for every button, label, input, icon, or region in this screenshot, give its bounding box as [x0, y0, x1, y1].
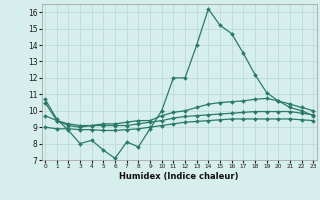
X-axis label: Humidex (Indice chaleur): Humidex (Indice chaleur)	[119, 172, 239, 181]
